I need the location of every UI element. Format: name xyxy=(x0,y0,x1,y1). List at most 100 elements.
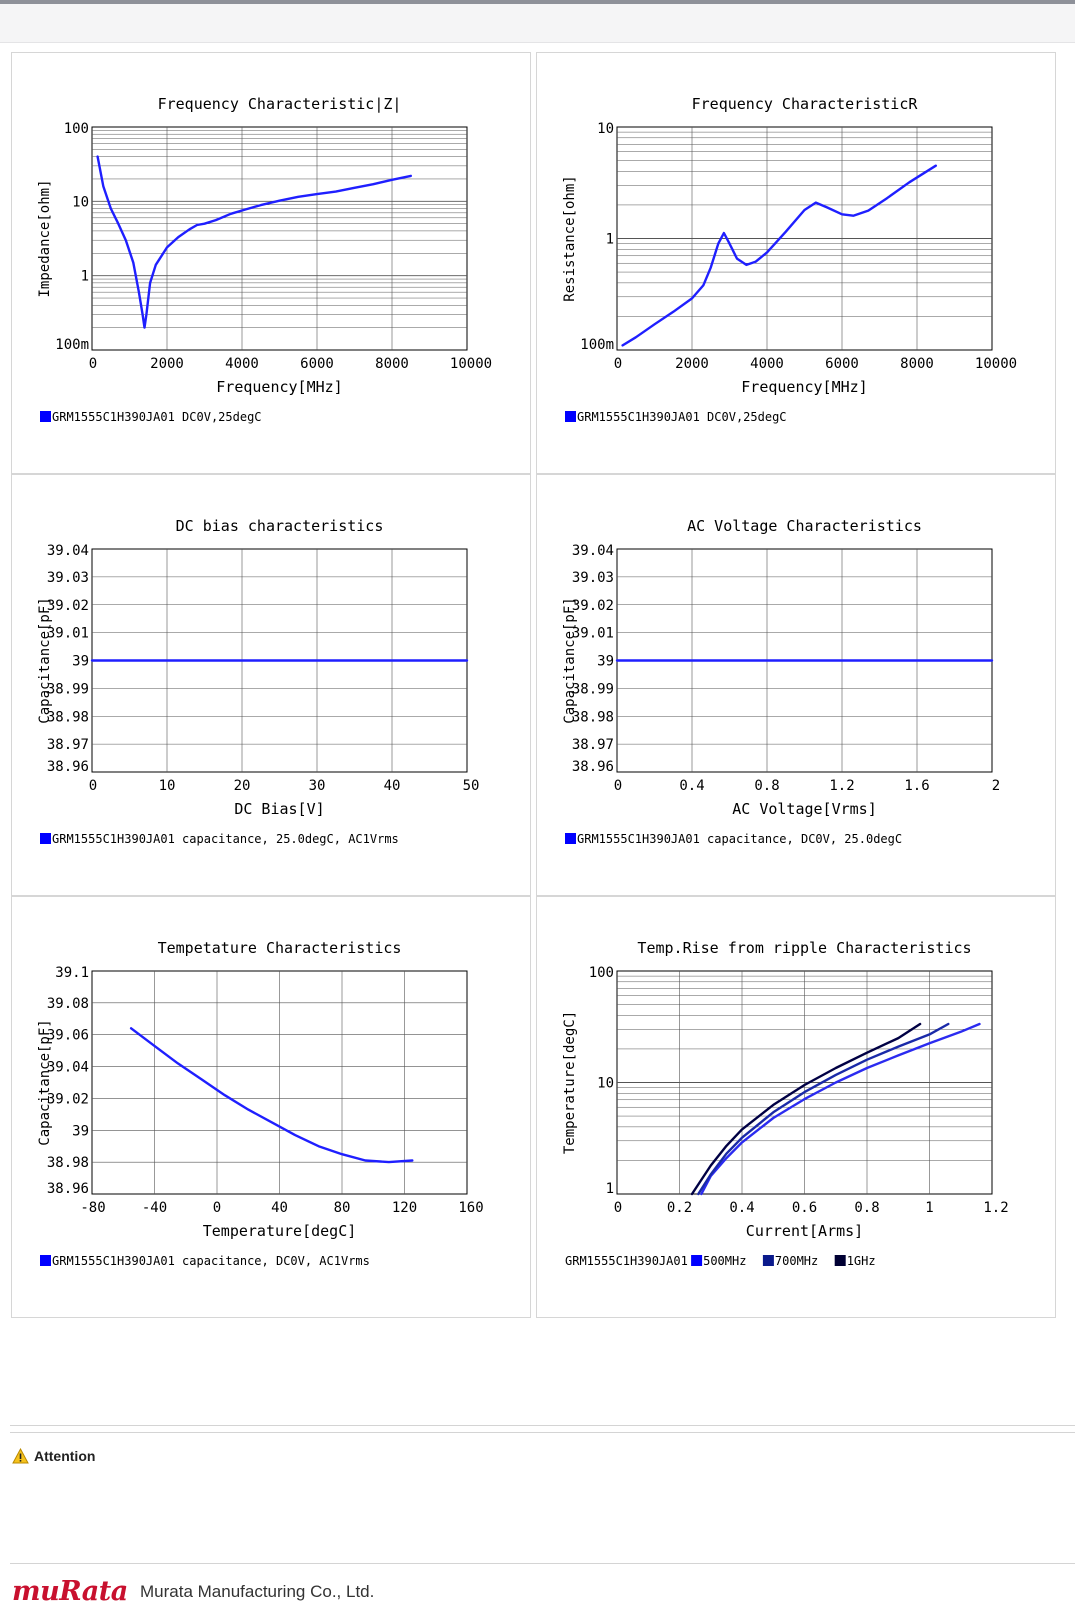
legend-label: GRM1555C1H390JA01 DC0V,25degC xyxy=(52,410,262,424)
chart-title: Frequency CharacteristicR xyxy=(692,95,919,113)
y-axis-label: Temperature[degC] xyxy=(562,1011,578,1154)
legend-swatch xyxy=(565,833,576,844)
y-tick-label: 39.04 xyxy=(572,543,614,559)
y-tick-label: 38.96 xyxy=(572,759,614,775)
x-tick-label: 0 xyxy=(614,1200,622,1216)
legend: GRM1555C1H390JA01 capacitance, 25.0degC,… xyxy=(40,832,399,846)
legend-swatch xyxy=(691,1255,703,1266)
x-axis-label: AC Voltage[Vrms] xyxy=(732,800,877,818)
x-tick-label: 0.2 xyxy=(667,1200,692,1216)
legend-label: GRM1555C1H390JA01 capacitance, DC0V, AC1… xyxy=(52,1254,370,1268)
plot-area xyxy=(91,126,468,351)
chart-title: Tempetature Characteristics xyxy=(158,939,402,957)
x-tick-label: 6000 xyxy=(825,356,859,372)
x-tick-label: -80 xyxy=(80,1200,105,1216)
y-tick-label: 100 xyxy=(64,121,89,137)
legend-swatch xyxy=(565,411,576,422)
x-tick-label: 1.2 xyxy=(829,778,854,794)
y-tick-label: 10 xyxy=(72,194,89,210)
y-tick-label: 39.01 xyxy=(47,626,89,642)
legend: GRM1555C1H390JA01 capacitance, DC0V, 25.… xyxy=(565,832,902,846)
x-tick-label: 2000 xyxy=(150,356,184,372)
grid xyxy=(92,549,467,772)
section-divider xyxy=(10,1425,1075,1433)
murata-logo: muRata xyxy=(12,1576,128,1607)
y-tick-label: 38.96 xyxy=(47,759,89,775)
chart-title: Frequency Characteristic|Z| xyxy=(158,95,402,113)
y-tick-label: 38.99 xyxy=(47,681,89,697)
x-axis-label: Current[Arms] xyxy=(746,1222,863,1240)
series-line xyxy=(129,1027,414,1164)
x-tick-label: 120 xyxy=(392,1200,417,1216)
y-tick-label: 100m xyxy=(580,337,614,353)
attention-label: Attention xyxy=(34,1448,96,1464)
chart-svg: AC Voltage Characteristics 0 0.4 0.8 1.2 1.6 2… xyxy=(562,517,1000,846)
legend-prefix: GRM1555C1H390JA01 xyxy=(565,1254,688,1268)
y-tick-label: 38.97 xyxy=(47,737,89,753)
chart-svg: Frequency CharacteristicR 0 2000 4000 6000 80… xyxy=(562,95,1017,424)
y-tick-label: 39.01 xyxy=(572,626,614,642)
chart-svg: DC bias characteristics 0 10 20 30 40 50 38.96 3… xyxy=(37,517,480,846)
y-tick-label: 1 xyxy=(606,232,614,248)
series-line xyxy=(697,1022,950,1196)
x-tick-label: 0.4 xyxy=(729,1200,754,1216)
x-tick-label: 10 xyxy=(159,778,176,794)
y-tick-label: 1 xyxy=(81,269,89,285)
x-tick-label: 0 xyxy=(89,356,97,372)
series-line xyxy=(621,164,937,347)
grid xyxy=(617,549,992,772)
grid xyxy=(617,127,992,350)
x-tick-label: 10000 xyxy=(975,356,1017,372)
x-tick-label: 2000 xyxy=(675,356,709,372)
legend-label: GRM1555C1H390JA01 capacitance, DC0V, 25.… xyxy=(577,832,902,846)
x-tick-label: 4000 xyxy=(750,356,784,372)
x-tick-label: 1.6 xyxy=(904,778,929,794)
legend: GRM1555C1H390JA01 capacitance, DC0V, AC1… xyxy=(40,1254,370,1268)
legend-swatch xyxy=(40,1255,51,1266)
series-line xyxy=(700,1022,981,1196)
y-tick-label: 39.03 xyxy=(47,570,89,586)
x-axis-label: Frequency[MHz] xyxy=(216,378,342,396)
series-line xyxy=(96,155,412,329)
x-tick-label: 0 xyxy=(213,1200,221,1216)
grid xyxy=(617,971,992,1194)
series-line xyxy=(690,1022,922,1196)
y-tick-label: 38.98 xyxy=(47,709,89,725)
x-tick-label: 0 xyxy=(614,356,622,372)
warning-icon xyxy=(12,1448,29,1464)
x-tick-label: 50 xyxy=(463,778,480,794)
attention-heading[interactable]: Attention xyxy=(12,1446,95,1466)
y-tick-label: 10 xyxy=(597,121,614,137)
y-tick-label: 1 xyxy=(606,1181,614,1197)
x-tick-label: 0.6 xyxy=(792,1200,817,1216)
y-tick-label: 38.97 xyxy=(572,737,614,753)
x-axis-label: Temperature[degC] xyxy=(203,1222,357,1240)
y-axis-label: Capacitance[pF] xyxy=(37,1019,53,1145)
y-tick-label: 39.03 xyxy=(572,570,614,586)
y-tick-label: 39.1 xyxy=(55,965,89,981)
legend-swatch xyxy=(762,1255,774,1266)
chart-svg: Temp.Rise from ripple Characteristics 0 0.… xyxy=(562,939,1009,1268)
x-tick-label: 160 xyxy=(458,1200,483,1216)
chart-title: DC bias characteristics xyxy=(176,517,384,535)
y-tick-label: 38.99 xyxy=(572,681,614,697)
x-tick-label: 6000 xyxy=(300,356,334,372)
x-tick-label: 1 xyxy=(925,1200,933,1216)
x-tick-label: 0.8 xyxy=(854,1200,879,1216)
x-tick-label: 40 xyxy=(384,778,401,794)
y-tick-label: 38.96 xyxy=(47,1181,89,1197)
y-tick-label: 39 xyxy=(72,654,89,670)
y-tick-label: 39.02 xyxy=(572,598,614,614)
y-tick-label: 38.98 xyxy=(572,709,614,725)
chart-panel-temp-rise: Temp.Rise from ripple Characteristics 0 0.… xyxy=(536,896,1056,1318)
chart-svg: Tempetature Characteristics -80 -40 0 40 80 12… xyxy=(37,939,484,1268)
legend-label: GRM1555C1H390JA01 capacitance, 25.0degC,… xyxy=(52,832,399,846)
y-tick-label: 39.02 xyxy=(47,598,89,614)
x-tick-label: 8000 xyxy=(900,356,934,372)
footer-divider xyxy=(10,1563,1075,1564)
chart-panel-dc-bias: DC bias characteristics 0 10 20 30 40 50 38.96 3… xyxy=(11,474,531,896)
chart-title: AC Voltage Characteristics xyxy=(687,517,922,535)
x-tick-label: 4000 xyxy=(225,356,259,372)
x-tick-label: 80 xyxy=(334,1200,351,1216)
x-tick-label: 0.4 xyxy=(679,778,704,794)
